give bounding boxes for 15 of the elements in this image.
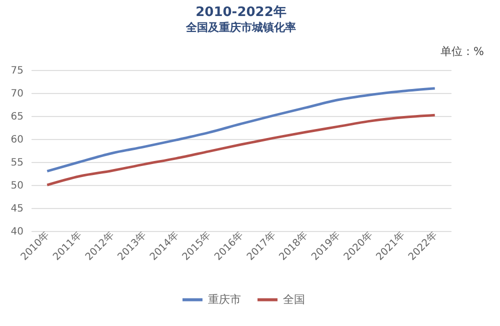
- chart-title: 2010-2022年: [196, 5, 286, 20]
- y-tick-label: 45: [10, 204, 24, 214]
- y-tick-label: 75: [10, 66, 24, 76]
- text: 单位：%: [440, 44, 484, 59]
- y-tick-label: 65: [10, 112, 24, 122]
- line-series: [46, 114, 436, 186]
- y-tick-label: 50: [10, 180, 24, 192]
- y-tick-label: 55: [10, 158, 24, 168]
- y-tick-label: 40: [10, 226, 24, 238]
- line-series: [46, 87, 436, 172]
- legend-label: 全国: [283, 292, 305, 306]
- y-tick-label: 70: [10, 88, 24, 100]
- legend-label: 重庆市: [208, 292, 241, 306]
- chart-subtitle: 全国及重庆市城镇化率: [185, 21, 296, 34]
- y-tick-label: 60: [10, 134, 24, 146]
